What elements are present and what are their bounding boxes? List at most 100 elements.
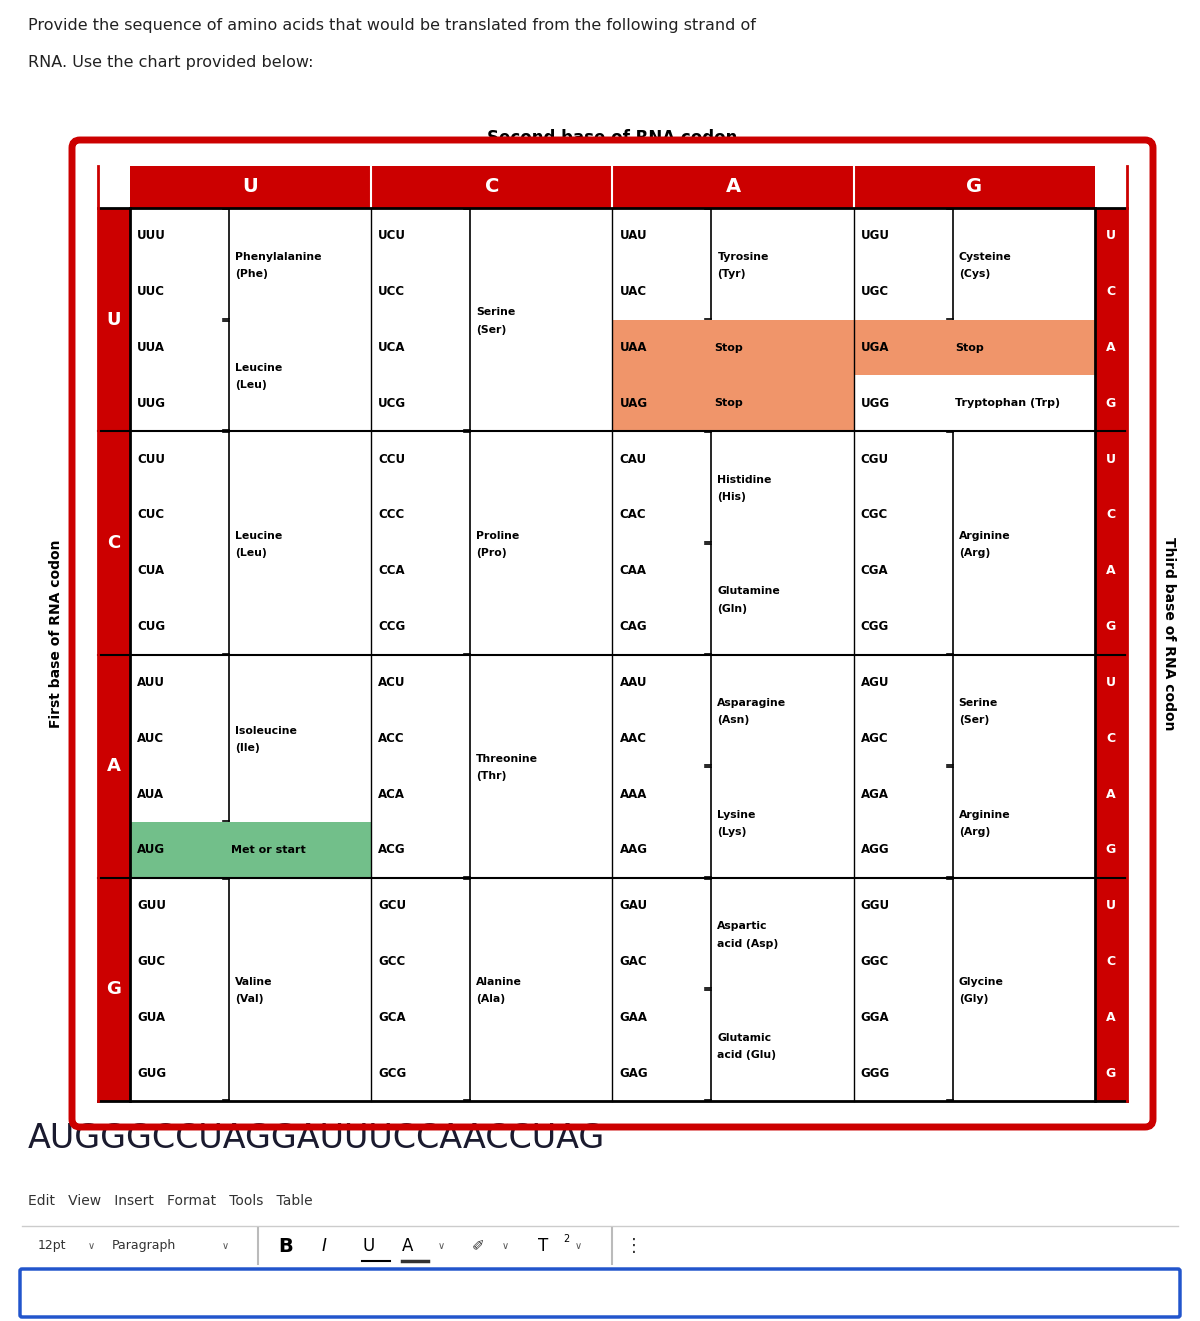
- Bar: [1096, 877, 1127, 1100]
- Text: G: G: [1106, 1066, 1116, 1079]
- Text: Glutamic: Glutamic: [718, 1033, 772, 1044]
- Text: Histidine: Histidine: [718, 474, 772, 485]
- Text: (Lys): (Lys): [718, 827, 746, 838]
- Text: CUG: CUG: [137, 620, 166, 633]
- Text: Asparagine: Asparagine: [718, 697, 786, 708]
- Text: CUA: CUA: [137, 564, 164, 577]
- Text: AAA: AAA: [619, 787, 647, 801]
- Text: GGG: GGG: [860, 1066, 890, 1079]
- Text: UCG: UCG: [378, 396, 407, 410]
- Text: GUU: GUU: [137, 900, 166, 913]
- Text: Third base of RNA codon: Third base of RNA codon: [1162, 536, 1176, 731]
- Text: AAC: AAC: [619, 732, 647, 745]
- Text: C: C: [1106, 285, 1116, 299]
- Text: (Leu): (Leu): [235, 548, 266, 557]
- Bar: [1096, 207, 1127, 431]
- Text: UCC: UCC: [378, 285, 406, 299]
- Text: UAU: UAU: [619, 230, 647, 243]
- Text: Lysine: Lysine: [718, 810, 756, 820]
- Text: (His): (His): [718, 493, 746, 502]
- Text: CCA: CCA: [378, 564, 404, 577]
- Text: CAG: CAG: [619, 620, 647, 633]
- Text: GUC: GUC: [137, 955, 166, 968]
- Text: (Tyr): (Tyr): [718, 269, 746, 279]
- Text: Edit   View   Insert   Format   Tools   Table: Edit View Insert Format Tools Table: [28, 1194, 313, 1207]
- Text: AGG: AGG: [860, 843, 889, 856]
- Text: I: I: [322, 1236, 326, 1255]
- Text: C: C: [1106, 732, 1116, 745]
- Bar: [1096, 431, 1127, 654]
- Text: UUG: UUG: [137, 396, 166, 410]
- Text: U: U: [362, 1236, 374, 1255]
- Text: UGA: UGA: [860, 341, 889, 354]
- Text: ACC: ACC: [378, 732, 404, 745]
- Text: Glutamine: Glutamine: [718, 587, 780, 597]
- Text: GGC: GGC: [860, 955, 889, 968]
- Text: UAC: UAC: [619, 285, 647, 299]
- Text: Glycine: Glycine: [959, 978, 1003, 987]
- Text: UGU: UGU: [860, 230, 889, 243]
- Bar: [853, 320, 1096, 375]
- FancyBboxPatch shape: [20, 1269, 1180, 1317]
- Text: U: U: [242, 177, 258, 197]
- Text: UCU: UCU: [378, 230, 407, 243]
- Text: G: G: [1106, 396, 1116, 410]
- Text: (Phe): (Phe): [235, 269, 268, 279]
- Text: Tyrosine: Tyrosine: [718, 251, 769, 262]
- Text: (Gln): (Gln): [718, 604, 748, 614]
- Text: A: A: [402, 1236, 413, 1255]
- Text: AUG: AUG: [137, 843, 166, 856]
- Bar: [98, 431, 130, 654]
- Text: G: G: [966, 177, 983, 197]
- Text: B: B: [278, 1236, 293, 1255]
- Text: GGA: GGA: [860, 1011, 889, 1024]
- Text: GAC: GAC: [619, 955, 647, 968]
- Text: AUU: AUU: [137, 676, 166, 690]
- Text: AAG: AAG: [619, 843, 648, 856]
- Text: Met or start: Met or start: [232, 845, 306, 855]
- Text: Serine: Serine: [959, 697, 998, 708]
- Text: (Pro): (Pro): [476, 548, 506, 557]
- Text: Alanine: Alanine: [476, 978, 522, 987]
- Text: U: U: [1106, 453, 1116, 466]
- Text: CAU: CAU: [619, 453, 647, 466]
- Text: Provide the sequence of amino acids that would be translated from the following : Provide the sequence of amino acids that…: [28, 18, 756, 33]
- Text: Valine: Valine: [235, 978, 272, 987]
- Text: AUC: AUC: [137, 732, 164, 745]
- Text: ⋮: ⋮: [625, 1236, 643, 1255]
- Text: A: A: [726, 177, 740, 197]
- Text: CUC: CUC: [137, 509, 164, 522]
- Text: GCA: GCA: [378, 1011, 406, 1024]
- Text: UCA: UCA: [378, 341, 406, 354]
- Text: ✐: ✐: [472, 1239, 485, 1254]
- Text: First base of RNA codon: First base of RNA codon: [49, 539, 64, 728]
- Text: G: G: [1106, 843, 1116, 856]
- Text: Leucine: Leucine: [235, 363, 282, 373]
- Bar: [1096, 654, 1127, 877]
- Text: CCU: CCU: [378, 453, 406, 466]
- Text: (Ile): (Ile): [235, 744, 259, 753]
- Text: AGU: AGU: [860, 676, 889, 690]
- Text: Aspartic: Aspartic: [718, 921, 768, 931]
- Text: Stop: Stop: [714, 399, 743, 408]
- Text: CGG: CGG: [860, 620, 889, 633]
- Text: Threonine: Threonine: [476, 754, 538, 764]
- Text: CCG: CCG: [378, 620, 406, 633]
- Text: (Ser): (Ser): [476, 325, 506, 334]
- Text: UAA: UAA: [619, 341, 647, 354]
- Text: C: C: [1106, 955, 1116, 968]
- Text: Tryptophan (Trp): Tryptophan (Trp): [955, 399, 1061, 408]
- Text: (Asn): (Asn): [718, 716, 750, 725]
- Text: GUG: GUG: [137, 1066, 166, 1079]
- Text: UGG: UGG: [860, 396, 890, 410]
- Bar: [98, 654, 130, 877]
- Text: (Ser): (Ser): [959, 716, 989, 725]
- Bar: [130, 166, 1096, 207]
- Text: A: A: [1106, 1011, 1116, 1024]
- Text: U: U: [1106, 676, 1116, 690]
- Text: Stop: Stop: [714, 342, 743, 353]
- Text: (Arg): (Arg): [959, 827, 990, 838]
- Text: UGC: UGC: [860, 285, 889, 299]
- Text: 2: 2: [563, 1234, 569, 1244]
- Text: GCG: GCG: [378, 1066, 407, 1079]
